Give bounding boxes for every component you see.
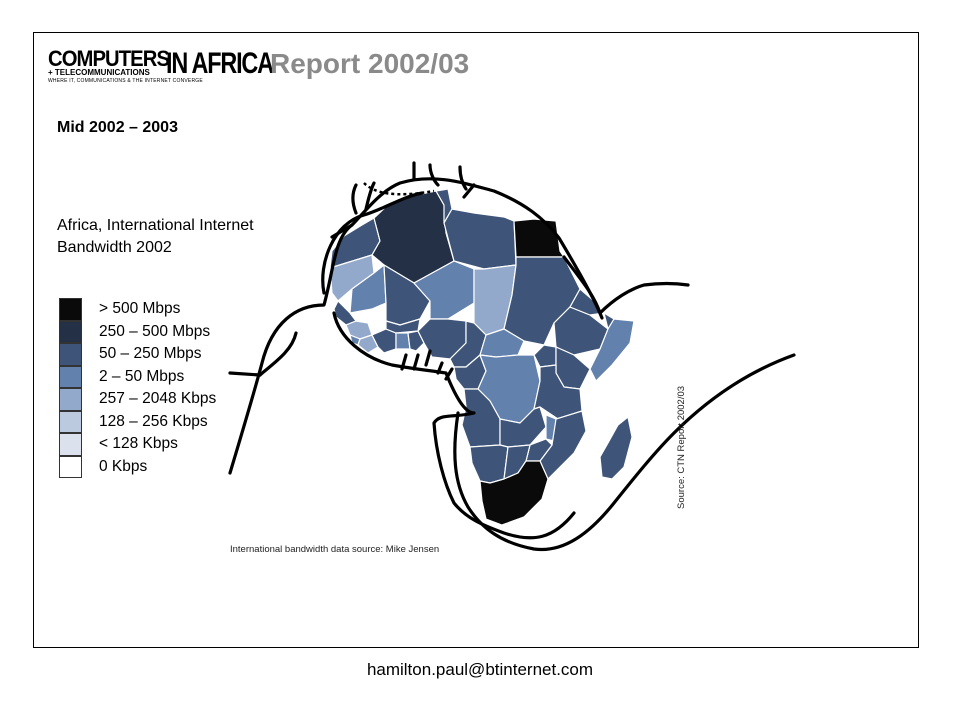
period-label: Mid 2002 – 2003 [57, 119, 178, 136]
logo-main-text: COMPUTERS [48, 46, 170, 71]
region-somalia [589, 318, 635, 382]
legend-swatch [59, 320, 82, 343]
africa-bandwidth-map [228, 161, 796, 552]
legend-label: 250 – 500 Mbps [99, 322, 211, 340]
cable-atlantic-link [228, 371, 262, 377]
legend-swatch [59, 298, 82, 321]
slide-frame: COMPUTERS IN AFRICA + TELECOMMUNICATIONS… [33, 32, 919, 648]
cable-west-south [258, 331, 298, 377]
cable-branch-5 [444, 367, 454, 381]
legend-label: 128 – 256 Kbps [99, 412, 208, 430]
data-source-credit: International bandwidth data source: Mik… [230, 544, 440, 555]
legend-label: < 128 Kbps [99, 435, 178, 452]
legend-label: 2 – 50 Mbps [99, 367, 185, 385]
cable-branch-2 [400, 353, 408, 371]
legend-swatch [59, 388, 82, 411]
cable-west-inner [321, 191, 424, 295]
legend-label: 0 Kbps [99, 457, 148, 475]
cable-sat3-west [332, 311, 576, 540]
region-egypt [513, 218, 565, 258]
logo-tagline: WHERE IT, COMMUNICATIONS & THE INTERNET … [48, 78, 203, 84]
legend-swatch [59, 455, 82, 478]
region-madagascar [599, 416, 633, 480]
legend-swatch [59, 343, 82, 366]
cable-south-atlantic [453, 353, 796, 552]
legend-swatch [59, 365, 82, 388]
source-note: Source: CTN Report 2002/03 [676, 385, 687, 509]
region-cote-divoire [371, 328, 397, 354]
computers-in-africa-logo: COMPUTERS IN AFRICA + TELECOMMUNICATIONS… [48, 46, 274, 85]
cable-east-africa [562, 255, 602, 315]
cable-branch-3 [412, 353, 420, 371]
region-niger [413, 260, 475, 320]
country-regions [329, 188, 635, 526]
cable-branch-1 [424, 349, 432, 367]
cable-north-2 [351, 183, 358, 215]
cable-branch-4 [436, 361, 444, 375]
region-liberia [357, 334, 379, 354]
cable-north-7 [462, 183, 476, 199]
cable-west-outer [228, 177, 604, 475]
cable-horn [598, 281, 690, 315]
map-title: Africa, International Internet Bandwidth… [57, 217, 254, 256]
legend-swatch [59, 410, 82, 433]
legend-label: 257 – 2048 Kbps [99, 390, 217, 407]
cable-north-6 [458, 165, 468, 191]
cable-north-1 [330, 223, 354, 239]
cable-lines [228, 161, 796, 552]
legend-label: > 500 Mbps [99, 300, 181, 317]
region-uganda [533, 344, 557, 368]
cable-dotted-mediterranean [363, 182, 435, 196]
logo-africa-text: IN AFRICA [166, 47, 274, 80]
legend-label: 50 – 250 Mbps [99, 345, 202, 362]
header: COMPUTERS IN AFRICA + TELECOMMUNICATIONS… [48, 46, 518, 86]
region-libya [443, 208, 517, 270]
logo-sub-text: + TELECOMMUNICATIONS [48, 68, 150, 77]
cable-north-3 [364, 181, 376, 211]
report-title: Report 2002/03 [270, 48, 470, 79]
region-namibia [469, 444, 509, 484]
legend-swatch [59, 433, 82, 456]
region-south-africa [479, 460, 549, 526]
cable-north-4 [428, 163, 440, 187]
footer-email: hamilton.paul@btinternet.com [366, 660, 594, 679]
